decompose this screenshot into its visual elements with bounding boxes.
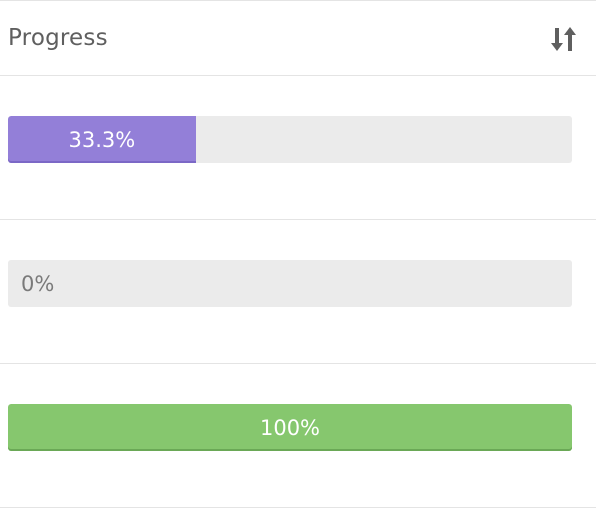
progress-fill bbox=[8, 116, 196, 163]
sort-arrows-icon[interactable] bbox=[550, 25, 578, 53]
progress-label: 33.3% bbox=[68, 127, 136, 152]
table-row: 100% bbox=[0, 364, 596, 508]
table-row: 0% bbox=[0, 220, 596, 364]
table-header: Progress bbox=[0, 0, 596, 76]
progress-track: 33.3% bbox=[8, 116, 572, 163]
progress-label: 100% bbox=[259, 415, 321, 440]
table-row: 33.3% bbox=[0, 76, 596, 220]
column-header-progress[interactable]: Progress bbox=[8, 25, 108, 51]
progress-track: 100% bbox=[8, 404, 572, 451]
progress-track: 0% bbox=[8, 260, 572, 307]
progress-fill bbox=[8, 404, 572, 451]
progress-label: 0% bbox=[21, 271, 55, 296]
